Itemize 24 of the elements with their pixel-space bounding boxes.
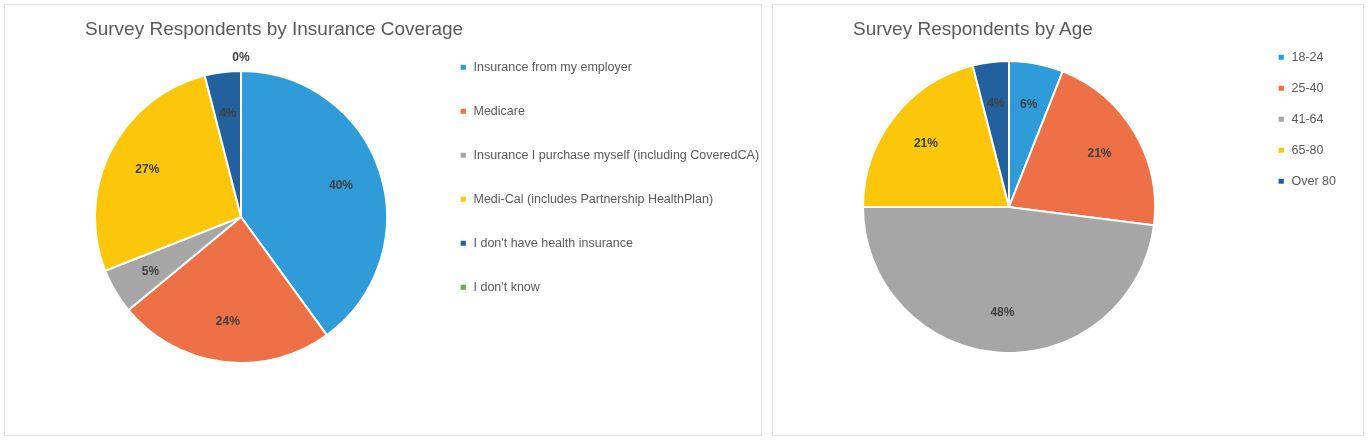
data-label: 4% <box>219 105 237 120</box>
data-label: 5% <box>141 263 160 278</box>
legend-label: 18-24 <box>1291 50 1324 65</box>
legend-label: 25-40 <box>1291 81 1324 96</box>
legend-label: Insurance from my employer <box>473 60 632 75</box>
legend-label: Over 80 <box>1291 174 1337 189</box>
legend-label: 41-64 <box>1291 112 1324 127</box>
legend-label: I don't know <box>473 280 541 295</box>
data-label: 48% <box>990 304 1015 319</box>
data-label: 6% <box>1020 96 1038 111</box>
chart-title: Survey Respondents by Age <box>853 18 1093 39</box>
data-label: 27% <box>135 162 160 177</box>
data-label: 40% <box>328 177 354 192</box>
data-label: 24% <box>215 314 241 329</box>
legend-label: I don't have health insurance <box>473 236 633 251</box>
chart-title: Survey Respondents by Insurance Coverage <box>85 18 464 39</box>
legend-label: Medicare <box>473 104 525 119</box>
text: 0% <box>232 50 250 64</box>
data-label: 21% <box>913 135 939 150</box>
data-label: 4% <box>987 95 1005 110</box>
data-label: 21% <box>1087 146 1112 161</box>
legend-label: Insurance I purchase myself (including CoveredCA) <box>473 148 760 163</box>
legend-label: Medi-Cal (includes Partnership HealthPlan) <box>473 192 714 207</box>
legend-label: 65-80 <box>1291 143 1324 158</box>
